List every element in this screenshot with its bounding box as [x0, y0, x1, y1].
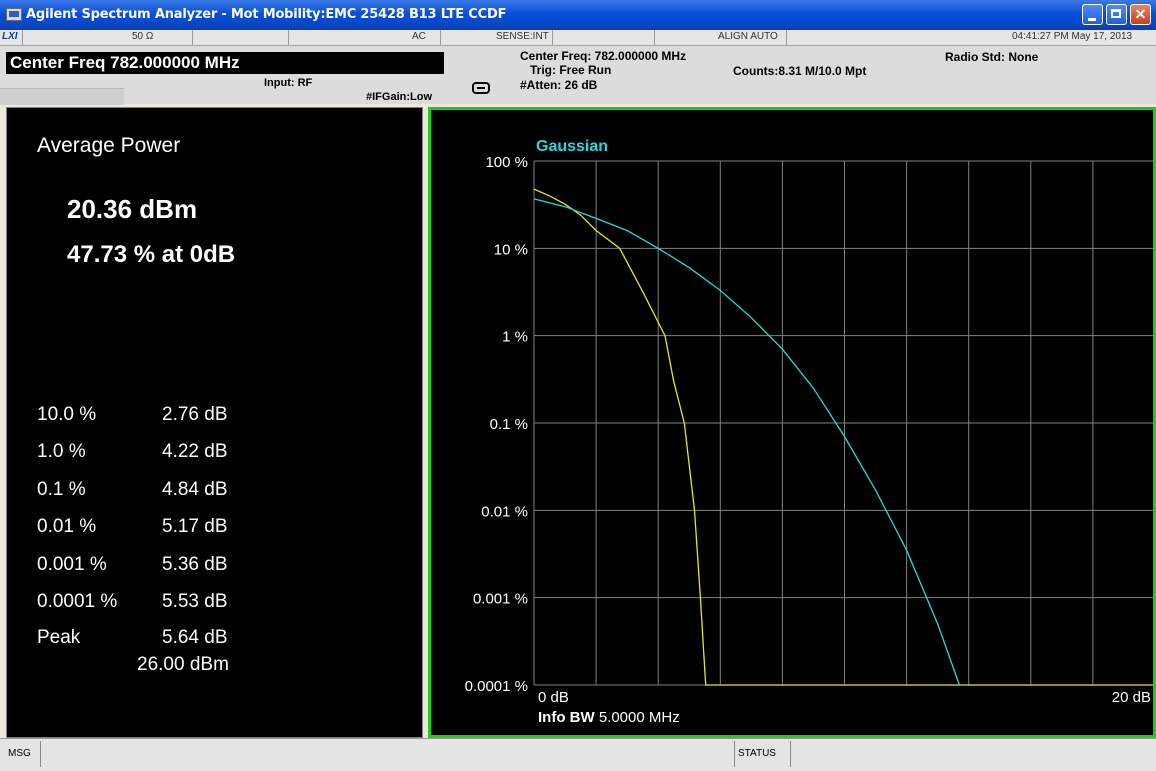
ccdf-series-line	[533, 188, 1153, 686]
settings-header: LXI 50 Ω AC SENSE:INT ALIGN AUTO 04:41:2…	[0, 30, 1156, 105]
input-label: Input: RF	[264, 77, 313, 89]
y-tick-label: 0.01 %	[481, 503, 528, 520]
ccdf-series-line	[533, 198, 961, 686]
center-freq-info: Center Freq: 782.000000 MHz	[520, 49, 687, 63]
y-tick-label: 0.0001 %	[465, 678, 528, 695]
sense-label: SENSE:INT	[496, 31, 549, 42]
lxi-logo: LXI	[2, 31, 18, 42]
average-power-value: 20.36 dBm	[67, 194, 198, 224]
minimize-button[interactable]	[1082, 4, 1103, 25]
peak-dbm-value: 26.00 dBm	[137, 654, 229, 675]
stat-value: 2.76 dB	[162, 404, 228, 425]
y-tick-label: 100 %	[485, 154, 528, 171]
stat-row: 10.0 % 2.76 dB	[37, 404, 397, 434]
percent-at-0db: 47.73 % at 0dB	[67, 241, 236, 268]
radio-std-label: Radio Std: None	[945, 50, 1039, 64]
maximize-button[interactable]	[1106, 4, 1127, 25]
stat-label: 0.01 %	[37, 516, 97, 537]
window-title: Agilent Spectrum Analyzer - Mot Mobility…	[26, 7, 507, 22]
y-tick-label: 0.1 %	[490, 416, 528, 433]
stat-label: 0.0001 %	[37, 591, 118, 612]
stat-label: Peak	[37, 627, 81, 648]
stat-value: 5.36 dB	[162, 554, 228, 575]
app-icon	[6, 8, 22, 21]
center-freq-display[interactable]: Center Freq 782.000000 MHz	[6, 52, 444, 74]
average-power-title: Average Power	[37, 134, 181, 157]
stat-row: 0.001 % 5.36 dB	[37, 554, 397, 584]
ccdf-chart: 100 % 10 % 1 % 0.1 % 0.01 % 0.001 % 0.0001 % Ga…	[465, 138, 1153, 726]
trigger-icon	[472, 82, 490, 94]
stat-label: 10.0 %	[37, 404, 97, 425]
ifgain-label: #IFGain:Low	[366, 91, 432, 103]
bottom-status-bar: MSG STATUS	[0, 738, 1156, 771]
y-tick-label: 10 %	[494, 241, 528, 258]
stat-row: 0.0001 % 5.53 dB	[37, 591, 397, 621]
msg-label: MSG	[8, 748, 31, 759]
stat-row: 0.01 % 5.17 dB	[37, 516, 397, 546]
counts-label: Counts:8.31 M/10.0 Mpt	[733, 64, 867, 78]
header-strip	[0, 88, 124, 105]
stat-value: 5.17 dB	[162, 516, 228, 537]
stat-value: 5.53 dB	[162, 591, 228, 612]
stat-value: 4.22 dB	[162, 441, 228, 462]
ccdf-chart-panel[interactable]: 100 % 10 % 1 % 0.1 % 0.01 % 0.001 % 0.0001 % Ga…	[428, 107, 1156, 738]
trig-label: Trig: Free Run	[530, 63, 612, 77]
impedance-label: 50 Ω	[132, 31, 154, 42]
stat-label: 0.1 %	[37, 479, 86, 500]
stat-row: 1.0 % 4.22 dB	[37, 441, 397, 471]
stat-label: 0.001 %	[37, 554, 107, 575]
stat-label: 1.0 %	[37, 441, 86, 462]
stat-value: 5.64 dB	[162, 627, 228, 648]
x-min-label: 0 dB	[538, 689, 569, 706]
y-tick-label: 1 %	[502, 329, 528, 346]
legend-gaussian: Gaussian	[536, 138, 608, 155]
align-label: ALIGN AUTO	[718, 31, 778, 42]
stat-value: 4.84 dB	[162, 479, 228, 500]
status-label: STATUS	[738, 748, 776, 759]
datetime-label: 04:41:27 PM May 17, 2013	[1012, 31, 1133, 42]
stat-row: 0.1 % 4.84 dB	[37, 479, 397, 509]
y-tick-label: 0.001 %	[473, 591, 528, 608]
status-row: LXI 50 Ω AC SENSE:INT ALIGN AUTO 04:41:2…	[0, 30, 1156, 46]
close-button[interactable]: ✕	[1130, 4, 1151, 25]
results-panel: Average Power 20.36 dBm 47.73 % at 0dB 1…	[6, 107, 423, 738]
x-max-label: 20 dB	[1112, 689, 1151, 706]
info-bw-label: Info BW 5.0000 MHz	[538, 709, 680, 726]
atten-label: #Atten: 26 dB	[520, 78, 598, 92]
coupling-label: AC	[412, 31, 426, 42]
stat-row: Peak 5.64 dB	[37, 627, 397, 657]
window-title-bar[interactable]: Agilent Spectrum Analyzer - Mot Mobility…	[0, 0, 1156, 30]
